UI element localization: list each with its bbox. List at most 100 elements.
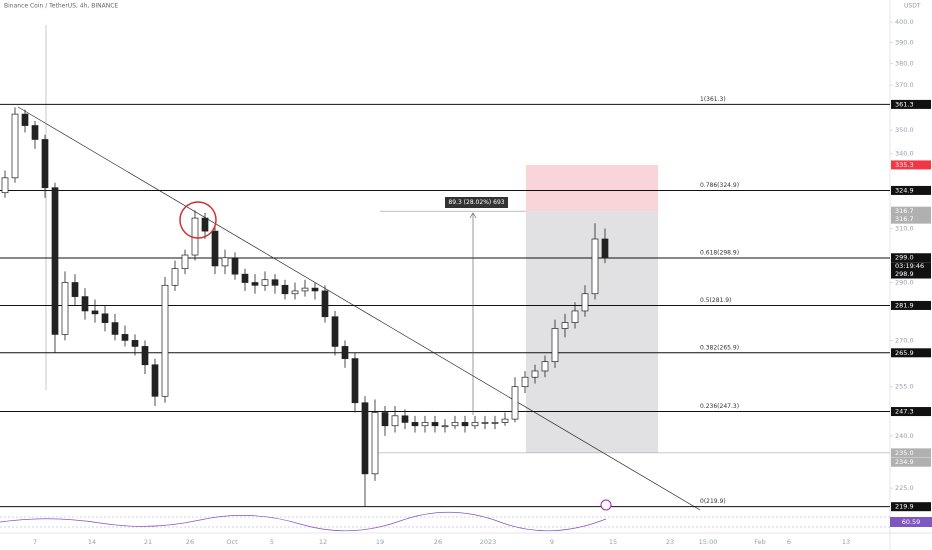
candle-body: [481, 422, 489, 424]
candle-body: [231, 257, 239, 275]
y-tick-label: 390.0: [895, 38, 914, 46]
fib-label: 1(361.3): [700, 96, 726, 103]
candle-body: [81, 296, 89, 312]
x-tick-label: 26: [434, 538, 442, 546]
price-tag-label: 299.0: [895, 254, 914, 262]
candle-body: [111, 322, 119, 335]
y-tick-label: 240.0: [895, 432, 914, 440]
candle-body: [181, 254, 189, 270]
candle-body: [221, 257, 229, 267]
x-tick-label: 6: [787, 538, 791, 546]
candle-body: [261, 279, 269, 286]
price-tag: [891, 269, 931, 279]
x-tick-label: 12: [319, 538, 327, 546]
price-tag-label: 324.9: [895, 186, 914, 194]
measure-box: [445, 197, 508, 208]
candle-body: [321, 290, 329, 318]
x-tick-label: 15: [609, 538, 617, 546]
countdown-box: [891, 262, 931, 271]
x-tick-label: Feb: [754, 538, 766, 546]
price-tag: [891, 502, 931, 512]
candle-body: [91, 310, 99, 315]
currency: USDT: [904, 3, 921, 10]
x-tick-label: 7: [33, 538, 37, 546]
price-tag-label: 335.3: [895, 161, 914, 169]
candle-body: [171, 268, 179, 286]
candle-body: [521, 376, 529, 388]
price-tag: [891, 214, 931, 224]
indicator-value: 60.59: [902, 518, 921, 526]
price-tag: [891, 185, 931, 195]
candle-body: [341, 346, 349, 359]
candle-body: [271, 279, 279, 286]
candle-body: [571, 310, 579, 323]
candle-body: [581, 293, 589, 312]
trend-line: [17, 106, 701, 511]
x-tick-label: 26: [186, 538, 194, 546]
candle-body: [41, 139, 49, 189]
candle-body: [601, 238, 609, 259]
indicator-tag: [890, 517, 932, 527]
candle-body: [161, 284, 169, 397]
candle-body: [541, 361, 549, 372]
indicator-line: [0, 511, 607, 532]
candle-body: [451, 422, 459, 427]
candle-body: [501, 418, 509, 423]
price-tag-label: 219.9: [895, 503, 914, 511]
candle-body: [421, 422, 429, 427]
price-tag: [891, 448, 931, 458]
price-tag: [891, 160, 931, 170]
y-tick-label: 400.0: [895, 18, 914, 26]
x-tick-label: 15:00: [699, 538, 718, 546]
candle-body: [351, 358, 359, 404]
price-tag: [891, 253, 931, 263]
price-tag-label: 281.9: [895, 301, 914, 309]
price-tag: [891, 206, 931, 216]
y-tick-label: 225.0: [895, 484, 914, 492]
candle-body: [561, 322, 569, 329]
price-tag-label: 298.9: [895, 270, 914, 278]
candle-body: [551, 328, 559, 363]
candle-body: [201, 217, 209, 232]
fib-label: 0.382(265.9): [700, 344, 739, 351]
candle-body: [401, 415, 409, 423]
x-tick-label: 21: [144, 538, 152, 546]
x-tick-label: 19: [376, 538, 384, 546]
candle-body: [141, 346, 149, 366]
price-tag-label: 234.9: [895, 458, 914, 466]
candle-body: [591, 238, 599, 295]
fib-label: 0.618(298.9): [700, 250, 739, 257]
y-tick-label: 340.0: [895, 150, 914, 158]
price-tag: [891, 407, 931, 417]
candle-body: [51, 187, 59, 335]
x-tick-label: 23: [666, 538, 674, 546]
candle-body: [291, 290, 299, 295]
candle-body: [71, 282, 79, 297]
y-tick-label: 350.0: [895, 126, 914, 134]
candle-body: [61, 282, 69, 335]
candle-body: [131, 340, 139, 347]
price-tag-label: 235.0: [895, 449, 914, 457]
candle-body: [251, 282, 259, 286]
candle-body: [101, 313, 109, 323]
price-tag: [891, 99, 931, 109]
measure-label: 89.3 (28.02%) 693: [448, 199, 504, 206]
price-tag-label: 316.7: [895, 207, 914, 215]
price-tag-label: 247.3: [895, 408, 914, 416]
target-zone: [526, 164, 658, 212]
y-tick-label: 290.0: [895, 279, 914, 287]
price-tag: [891, 457, 931, 467]
candle-body: [511, 386, 519, 420]
price-tag-label: 265.9: [895, 349, 914, 357]
candle-body: [371, 412, 379, 475]
candle-body: [121, 334, 129, 341]
y-tick-label: 380.0: [895, 60, 914, 68]
candle-body: [531, 370, 539, 378]
candle-body: [151, 364, 159, 397]
candle-body: [301, 287, 309, 292]
candle-body: [381, 412, 389, 427]
x-tick-label: 13: [842, 538, 850, 546]
y-tick-label: 310.0: [895, 224, 914, 232]
candle-body: [241, 273, 249, 283]
event-icon[interactable]: [600, 499, 612, 511]
